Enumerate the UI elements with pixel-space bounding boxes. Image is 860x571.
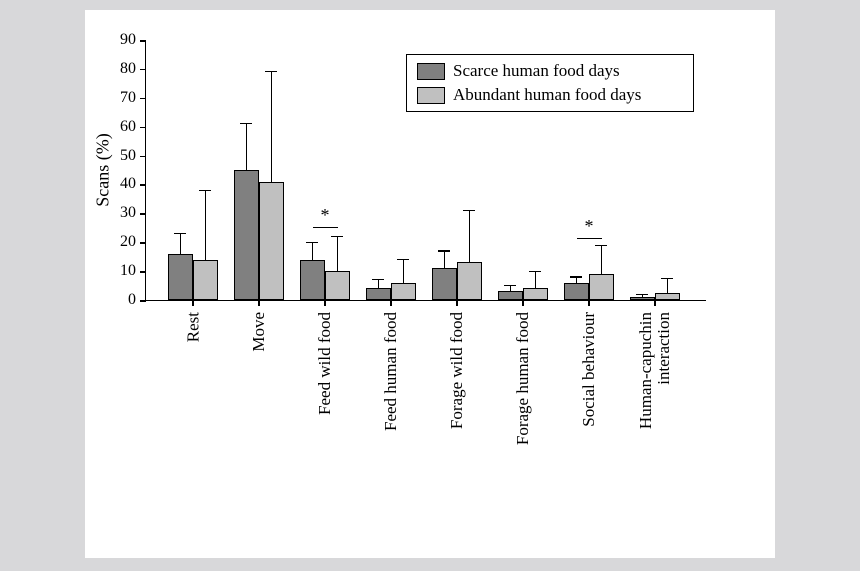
bar-scarce [432, 268, 457, 300]
x-tick-mark [390, 300, 392, 306]
x-tick-mark [192, 300, 194, 306]
bar-scarce [300, 260, 325, 300]
y-tick: 80 [120, 60, 146, 78]
y-tick: 10 [120, 262, 146, 280]
x-tick-mark [588, 300, 590, 306]
bar-abundant [193, 260, 218, 300]
x-tick-mark [522, 300, 524, 306]
bar-abundant [457, 262, 482, 300]
legend-label: Scarce human food days [453, 61, 620, 81]
error-bar [205, 190, 206, 259]
error-bar [403, 260, 404, 283]
bar-abundant [391, 283, 416, 300]
error-bar [312, 242, 313, 259]
bar-scarce [366, 288, 391, 300]
bar-scarce [168, 254, 193, 300]
bar-abundant [589, 274, 614, 300]
bar-scarce [630, 297, 655, 300]
legend-item: Scarce human food days [417, 59, 683, 83]
y-tick: 20 [120, 233, 146, 251]
significance-bracket [577, 238, 602, 239]
y-tick: 30 [120, 204, 146, 222]
bar-scarce [498, 291, 523, 300]
legend: Scarce human food days Abundant human foo… [406, 54, 694, 112]
error-bar [246, 124, 247, 170]
y-tick: 40 [120, 175, 146, 193]
error-bar [378, 280, 379, 289]
significance-bracket [313, 227, 338, 228]
plot-area: Scans (%) Scarce human food daysAbundant… [145, 40, 706, 301]
bar-abundant [523, 288, 548, 300]
error-bar [601, 245, 602, 274]
figure-panel: Scans (%) Scarce human food days Abundant… [85, 10, 775, 558]
error-bar [510, 286, 511, 292]
bar-abundant [655, 293, 680, 300]
significance-star: * [585, 216, 594, 237]
bar-abundant [259, 182, 284, 300]
legend-swatch [417, 87, 445, 104]
bar-scarce [234, 170, 259, 300]
legend-swatch [417, 63, 445, 80]
error-bar [667, 278, 668, 292]
bar-scarce [564, 283, 589, 300]
x-tick-mark [258, 300, 260, 306]
x-tick-mark [324, 300, 326, 306]
error-bar [271, 72, 272, 182]
legend-label: Abundant human food days [453, 85, 641, 105]
error-bar [444, 251, 445, 268]
error-bar [576, 277, 577, 283]
y-tick: 90 [120, 31, 146, 49]
x-tick-mark [654, 300, 656, 306]
y-tick: 50 [120, 147, 146, 165]
error-bar [642, 294, 643, 297]
y-axis-label: Scans (%) [93, 133, 114, 206]
legend-item: Abundant human food days [417, 83, 683, 107]
error-bar [337, 236, 338, 271]
bar-abundant [325, 271, 350, 300]
y-tick: 60 [120, 118, 146, 136]
error-bar [535, 271, 536, 288]
y-tick: 70 [120, 89, 146, 107]
significance-star: * [321, 205, 330, 226]
error-bar [469, 210, 470, 262]
error-bar [180, 234, 181, 254]
y-tick: 0 [128, 291, 146, 309]
x-tick-mark [456, 300, 458, 306]
